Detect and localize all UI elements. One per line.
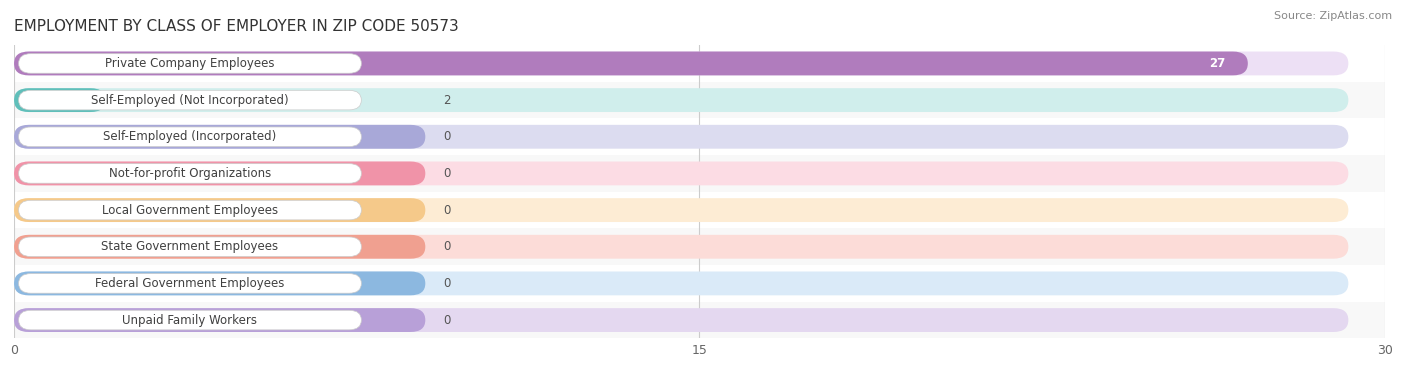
Text: 0: 0 bbox=[444, 203, 451, 217]
Text: 0: 0 bbox=[444, 167, 451, 180]
FancyBboxPatch shape bbox=[14, 52, 1249, 75]
FancyBboxPatch shape bbox=[14, 271, 426, 295]
Text: 0: 0 bbox=[444, 277, 451, 290]
FancyBboxPatch shape bbox=[14, 88, 1348, 112]
Bar bbox=[14, 229, 1385, 265]
Text: Not-for-profit Organizations: Not-for-profit Organizations bbox=[108, 167, 271, 180]
Text: 0: 0 bbox=[444, 314, 451, 327]
FancyBboxPatch shape bbox=[14, 271, 1348, 295]
FancyBboxPatch shape bbox=[14, 308, 426, 332]
Bar bbox=[14, 192, 1385, 229]
Bar bbox=[14, 265, 1385, 302]
Text: EMPLOYMENT BY CLASS OF EMPLOYER IN ZIP CODE 50573: EMPLOYMENT BY CLASS OF EMPLOYER IN ZIP C… bbox=[14, 19, 458, 34]
Bar bbox=[14, 82, 1385, 118]
FancyBboxPatch shape bbox=[18, 237, 361, 256]
FancyBboxPatch shape bbox=[18, 310, 361, 330]
FancyBboxPatch shape bbox=[14, 198, 1348, 222]
FancyBboxPatch shape bbox=[18, 54, 361, 73]
Text: Self-Employed (Not Incorporated): Self-Employed (Not Incorporated) bbox=[91, 94, 288, 107]
Bar bbox=[14, 302, 1385, 338]
Text: 27: 27 bbox=[1209, 57, 1225, 70]
FancyBboxPatch shape bbox=[14, 125, 1348, 149]
FancyBboxPatch shape bbox=[14, 198, 426, 222]
FancyBboxPatch shape bbox=[18, 164, 361, 183]
Bar bbox=[14, 118, 1385, 155]
FancyBboxPatch shape bbox=[18, 274, 361, 293]
Text: Self-Employed (Incorporated): Self-Employed (Incorporated) bbox=[104, 130, 277, 143]
Bar bbox=[14, 45, 1385, 82]
Text: 0: 0 bbox=[444, 130, 451, 143]
FancyBboxPatch shape bbox=[18, 127, 361, 147]
Text: State Government Employees: State Government Employees bbox=[101, 240, 278, 253]
FancyBboxPatch shape bbox=[14, 308, 1348, 332]
FancyBboxPatch shape bbox=[14, 52, 1348, 75]
FancyBboxPatch shape bbox=[14, 235, 426, 259]
Text: 0: 0 bbox=[444, 240, 451, 253]
Bar bbox=[14, 155, 1385, 192]
FancyBboxPatch shape bbox=[14, 235, 1348, 259]
FancyBboxPatch shape bbox=[14, 125, 426, 149]
FancyBboxPatch shape bbox=[18, 200, 361, 220]
Text: Federal Government Employees: Federal Government Employees bbox=[96, 277, 284, 290]
FancyBboxPatch shape bbox=[14, 88, 105, 112]
FancyBboxPatch shape bbox=[14, 162, 1348, 185]
Text: 2: 2 bbox=[444, 94, 451, 107]
Text: Source: ZipAtlas.com: Source: ZipAtlas.com bbox=[1274, 11, 1392, 21]
Text: Unpaid Family Workers: Unpaid Family Workers bbox=[122, 314, 257, 327]
Text: Private Company Employees: Private Company Employees bbox=[105, 57, 274, 70]
FancyBboxPatch shape bbox=[18, 90, 361, 110]
Text: Local Government Employees: Local Government Employees bbox=[101, 203, 278, 217]
FancyBboxPatch shape bbox=[14, 162, 426, 185]
